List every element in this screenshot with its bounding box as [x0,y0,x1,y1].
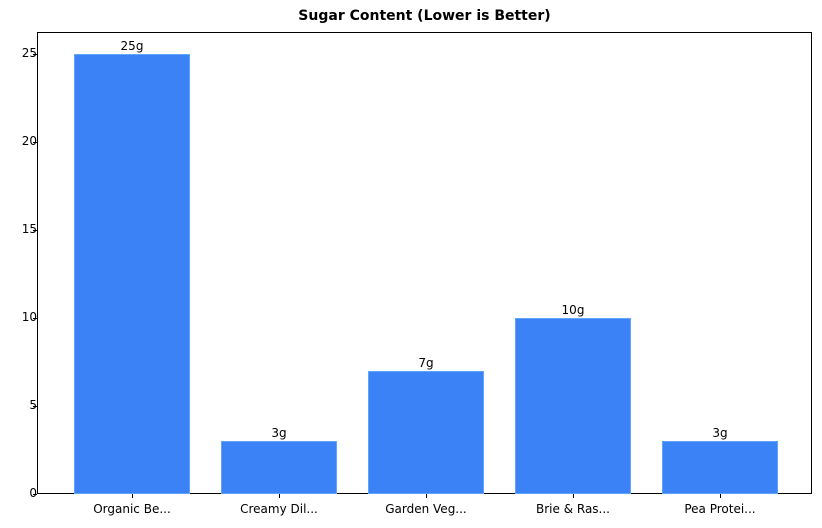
x-tick-mark [573,494,574,498]
bar [74,54,190,494]
x-tick-label: Creamy Dil... [240,502,318,516]
y-tick-label: 10 [21,310,37,324]
bar-value-label: 10g [561,303,585,317]
y-tick-label: 20 [21,134,37,148]
y-tick-label: 0 [29,486,37,500]
x-tick-mark [132,494,133,498]
x-tick-mark [426,494,427,498]
x-tick-label: Pea Protei... [684,502,756,516]
y-tick-mark [33,54,37,55]
x-tick-label: Brie & Ras... [536,502,610,516]
y-tick-mark [33,142,37,143]
y-tick-label: 15 [21,222,37,236]
y-tick-mark [33,406,37,407]
bar-value-label: 25g [120,39,144,53]
bar-value-label: 3g [271,426,287,441]
bar-value-label: 7g [418,355,434,370]
y-tick-label: 25 [21,46,37,60]
bar [368,370,484,494]
x-tick-mark [720,494,721,498]
x-tick-mark [279,494,280,498]
y-tick-mark [33,494,37,495]
y-tick-mark [33,318,37,319]
y-tick-label: 5 [29,398,37,412]
x-tick-label: Garden Veg... [385,502,467,516]
bar [515,318,631,494]
bar-value-label: 3g [712,426,728,441]
chart-title: Sugar Content (Lower is Better) [298,8,551,24]
y-tick-mark [33,230,37,231]
bar [221,441,337,494]
x-tick-label: Organic Be... [93,502,171,516]
bar [662,441,778,494]
